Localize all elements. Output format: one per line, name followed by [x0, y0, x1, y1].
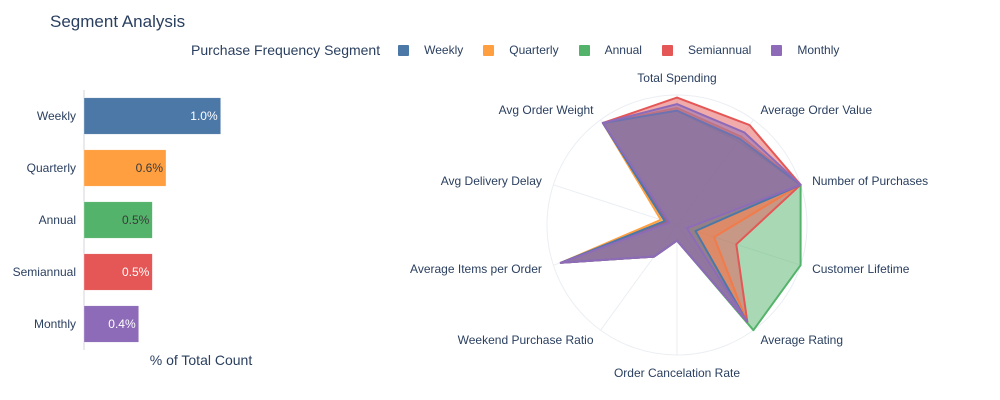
bar-annual [83, 201, 153, 239]
legend-swatch [771, 44, 783, 56]
legend-item-annual[interactable]: Annual [578, 43, 642, 57]
bar-value-label: 1.0% [190, 109, 218, 123]
bar-value-label: 0.5% [122, 213, 150, 227]
legend-swatch [578, 44, 590, 56]
legend-item-semiannual[interactable]: Semiannual [661, 43, 752, 57]
legend-label: Weekly [424, 43, 464, 57]
radar-axis-label: Avg Delivery Delay [441, 174, 542, 188]
radar-axis-label: Weekend Purchase Ratio [458, 333, 594, 347]
radar-spoke [553, 184, 678, 226]
bar-category-label: Semiannual [13, 265, 76, 279]
radar-axis-label: Order Cancelation Rate [614, 366, 740, 380]
radar-series-monthly [559, 103, 802, 323]
bar-category-label: Quarterly [27, 161, 76, 175]
bar-semiannual [83, 253, 153, 291]
radar-axis-label: Avg Order Weight [499, 103, 595, 117]
legend-item-quarterly[interactable]: Quarterly [483, 43, 559, 57]
bar-value-label: 0.5% [122, 265, 150, 279]
legend-label: Annual [604, 43, 642, 57]
bar-monthly [83, 305, 139, 343]
legend-item-monthly[interactable]: Monthly [771, 43, 839, 57]
radar-axis-label: Average Rating [761, 333, 844, 347]
legend-label: Quarterly [509, 43, 559, 57]
bar-category-label: Monthly [34, 317, 76, 331]
legend-label: Semiannual [687, 43, 752, 57]
radar-axis-label: Average Items per Order [410, 262, 542, 276]
radar-axis-label: Average Order Value [761, 103, 873, 117]
legend: Purchase Frequency Segment Weekly Quarter… [191, 40, 859, 60]
bar-value-label: 0.4% [108, 317, 136, 331]
legend-item-weekly[interactable]: Weekly [398, 43, 463, 57]
bar-category-label: Weekly [37, 109, 76, 123]
bar-x-axis-title: % of Total Count [150, 352, 253, 368]
legend-label: Monthly [797, 43, 840, 57]
legend-swatch [398, 44, 410, 56]
radar-axis-label: Number of Purchases [812, 174, 928, 188]
bar-weekly [83, 97, 221, 135]
bar-value-label: 0.6% [136, 161, 164, 175]
radar-axis-label: Customer Lifetime [812, 262, 910, 276]
bar-category-label: Annual [39, 213, 76, 227]
legend-title: Purchase Frequency Segment [191, 42, 381, 58]
legend-swatch [483, 44, 495, 56]
radar-axis-label: Total Spending [637, 71, 716, 85]
page-title: Segment Analysis [50, 12, 186, 31]
legend-swatch [661, 44, 673, 56]
bar-quarterly [83, 149, 167, 187]
